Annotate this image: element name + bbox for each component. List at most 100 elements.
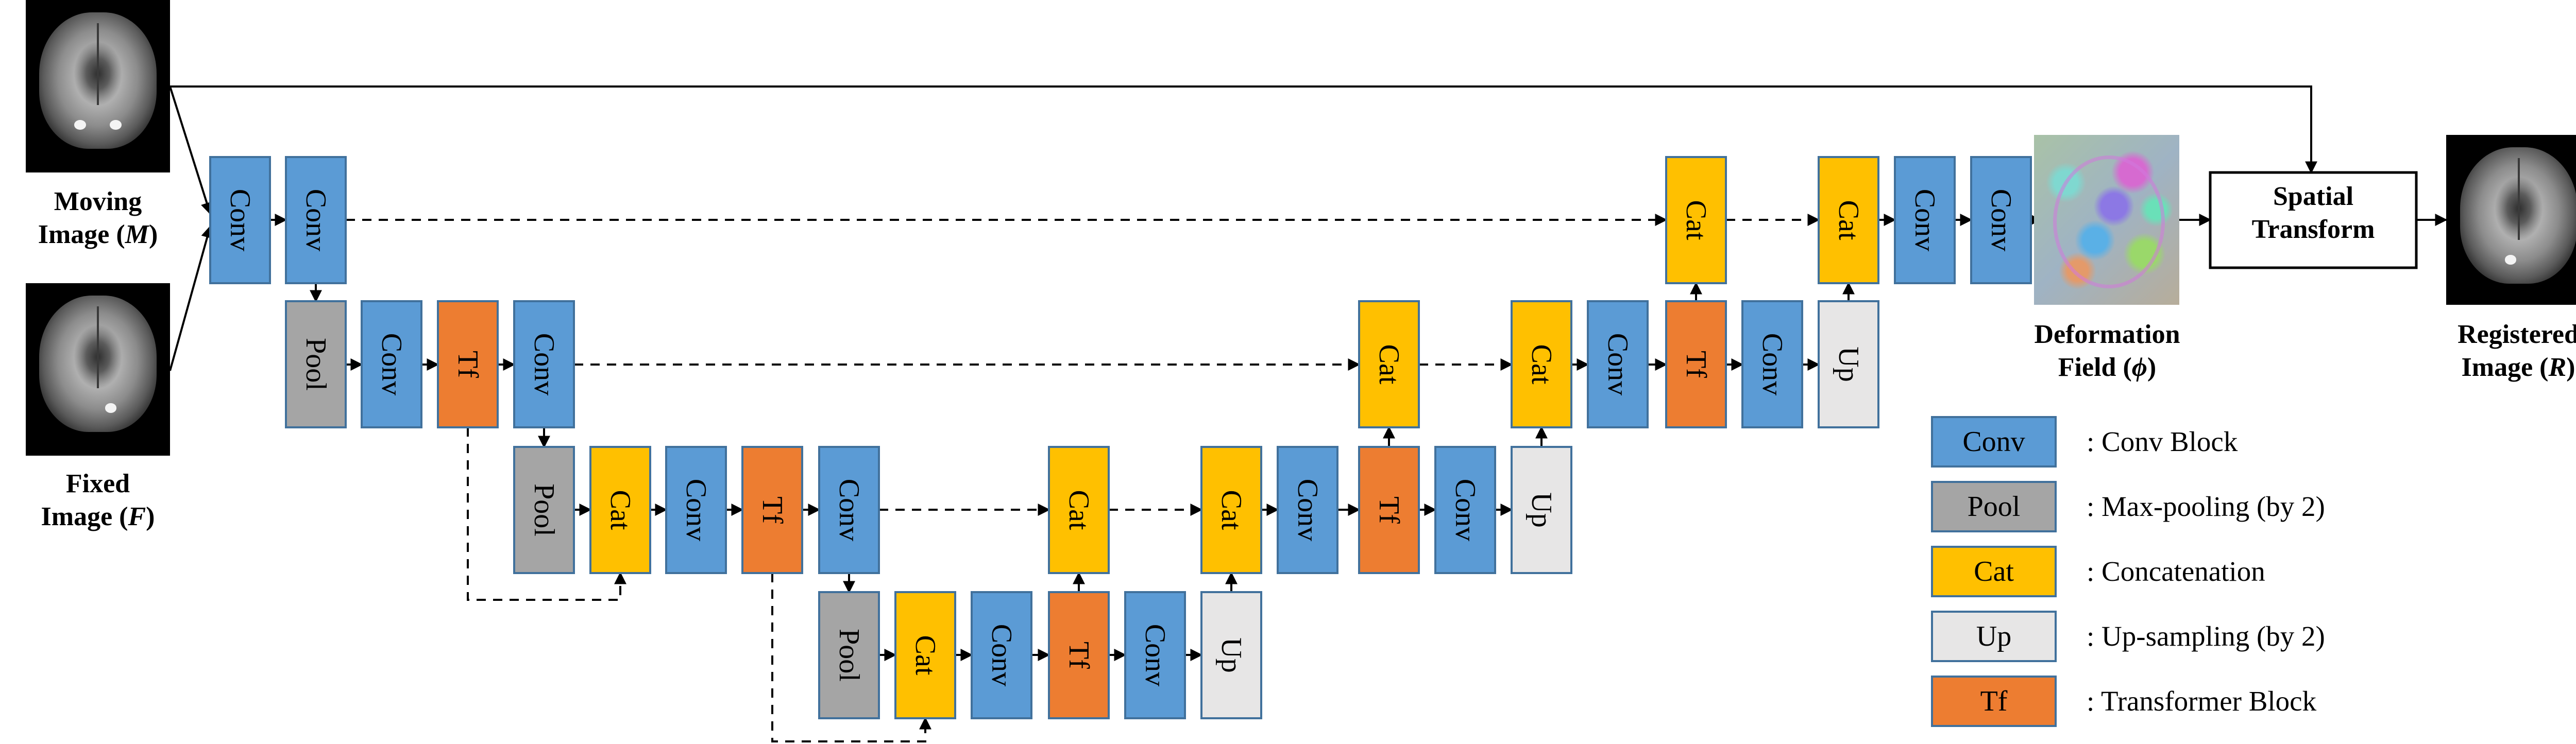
conv-block-label: Conv bbox=[833, 479, 865, 541]
tf-block-label: Tf bbox=[756, 496, 788, 524]
pool-block-label: Pool bbox=[300, 338, 332, 391]
conv-block-shape bbox=[361, 300, 422, 428]
tf-block-shape bbox=[1048, 591, 1110, 719]
conv-block: Conv bbox=[971, 591, 1032, 719]
conv-block-label: Conv bbox=[1139, 624, 1171, 686]
legend-up-description: : Up-sampling (by 2) bbox=[2087, 620, 2325, 652]
moving-brain-scan bbox=[39, 12, 157, 149]
legend-swatch-label: Up bbox=[1976, 620, 2011, 652]
legend-tf-description: : Transformer Block bbox=[2087, 685, 2317, 717]
conv-block-label: Conv bbox=[300, 189, 332, 251]
registered-image bbox=[2446, 135, 2576, 305]
tf-block: Tf bbox=[1665, 300, 1727, 428]
fixed-image bbox=[26, 283, 170, 456]
legend-swatch-label: Conv bbox=[1962, 426, 2025, 458]
tf-block: Tf bbox=[741, 446, 803, 574]
pool-block-shape bbox=[513, 446, 575, 574]
pool-block-label: Pool bbox=[833, 629, 865, 682]
legend-swatch-label: Cat bbox=[1974, 556, 2014, 587]
connections bbox=[169, 85, 2448, 742]
tf-block-shape bbox=[1358, 446, 1420, 574]
pool-block: Pool bbox=[285, 300, 347, 428]
legend-swatch-pool: Pool bbox=[1931, 481, 2057, 532]
tf-block-shape bbox=[437, 300, 499, 428]
spatial-transform-line1: Spatial bbox=[2273, 182, 2354, 211]
pool-block-shape bbox=[818, 591, 880, 719]
conv-block: Conv bbox=[1124, 591, 1186, 719]
conv-block-shape bbox=[1741, 300, 1803, 428]
moving-image-caption: Moving Image (M) bbox=[0, 185, 196, 251]
cat-block: Cat bbox=[1048, 446, 1110, 574]
deformation-field-image bbox=[2034, 135, 2179, 305]
conv-block-shape bbox=[513, 300, 575, 428]
up-block-shape bbox=[1200, 591, 1262, 719]
cat-block-shape bbox=[1665, 156, 1727, 284]
conv-block-label: Conv bbox=[1756, 333, 1788, 395]
deformation-field-caption: Deformation Field (ϕ) bbox=[1999, 318, 2215, 384]
conv-block: Conv bbox=[1970, 156, 2032, 284]
conv-block-shape bbox=[1277, 446, 1338, 574]
moving-image-caption-line2: Image (M) bbox=[38, 220, 158, 249]
registered-brain-scan bbox=[2460, 147, 2576, 284]
connection-path bbox=[467, 427, 626, 601]
legend-swatch-label: Tf bbox=[1980, 685, 2008, 717]
conv-block-label: Conv bbox=[986, 624, 1018, 686]
legend-swatch-cat: Cat bbox=[1931, 546, 2057, 597]
cat-block-label: Cat bbox=[1373, 344, 1405, 385]
conv-block-shape bbox=[1434, 446, 1496, 574]
deformation-field-caption-line2: Field (ϕ) bbox=[2058, 353, 2157, 382]
registered-image-caption-line2: Image (R) bbox=[2461, 353, 2575, 382]
cat-block-label: Cat bbox=[1215, 490, 1247, 530]
connection-path bbox=[771, 573, 931, 742]
legend-cat-description: : Concatenation bbox=[2087, 556, 2265, 587]
legend-swatch-up: Up bbox=[1931, 611, 2057, 662]
pool-block: Pool bbox=[513, 446, 575, 574]
conv-block-label: Conv bbox=[680, 479, 712, 541]
moving-image bbox=[26, 0, 170, 172]
up-block: Up bbox=[1200, 591, 1262, 719]
up-block-label: Up bbox=[1526, 492, 1557, 527]
tf-block-label: Tf bbox=[1063, 642, 1095, 669]
conv-block: Conv bbox=[665, 446, 727, 574]
conv-block-label: Conv bbox=[376, 333, 408, 395]
conv-block: Conv bbox=[1434, 446, 1496, 574]
legend-swatch-box bbox=[1931, 546, 2057, 597]
cat-block: Cat bbox=[1358, 300, 1420, 428]
cat-block-shape bbox=[894, 591, 956, 719]
conv-block-shape bbox=[1970, 156, 2032, 284]
cat-block: Cat bbox=[1511, 300, 1572, 428]
tf-block: Tf bbox=[1048, 591, 1110, 719]
conv-block-shape bbox=[665, 446, 727, 574]
cat-block: Cat bbox=[1200, 446, 1262, 574]
tf-block-shape bbox=[741, 446, 803, 574]
up-block: Up bbox=[1818, 300, 1879, 428]
cat-block-label: Cat bbox=[909, 635, 941, 676]
legend-swatches: Conv Pool Cat Up Tf bbox=[1931, 416, 2057, 727]
cat-block-shape bbox=[1358, 300, 1420, 428]
deformation-field-caption-line1: Deformation bbox=[2034, 320, 2180, 349]
tf-block: Tf bbox=[1358, 446, 1420, 574]
legend-swatch-box bbox=[1931, 611, 2057, 662]
conv-block: Conv bbox=[818, 446, 880, 574]
conv-block-label: Conv bbox=[224, 189, 256, 251]
fixed-brain-scan bbox=[39, 296, 157, 432]
conv-block: Conv bbox=[1587, 300, 1649, 428]
up-block-label: Up bbox=[1833, 347, 1865, 382]
conv-block: Conv bbox=[1741, 300, 1803, 428]
tf-block-label: Tf bbox=[452, 351, 484, 378]
conv-block: Conv bbox=[209, 156, 271, 284]
legend-swatch-tf: Tf bbox=[1931, 676, 2057, 727]
conv-block-shape bbox=[818, 446, 880, 574]
conv-block-label: Conv bbox=[528, 333, 560, 395]
fixed-image-caption-line2: Image (F) bbox=[41, 502, 155, 531]
tf-block-label: Tf bbox=[1373, 496, 1405, 524]
tf-block-shape bbox=[1665, 300, 1727, 428]
up-block-label: Up bbox=[1215, 637, 1247, 672]
blocks: Conv Conv Cat Cat Conv Conv Pool Conv Tf Conv Cat C… bbox=[209, 156, 2032, 719]
cat-block-shape bbox=[1048, 446, 1110, 574]
conv-block-label: Conv bbox=[1909, 189, 1941, 251]
cat-block-label: Cat bbox=[1526, 344, 1557, 385]
pool-block: Pool bbox=[818, 591, 880, 719]
